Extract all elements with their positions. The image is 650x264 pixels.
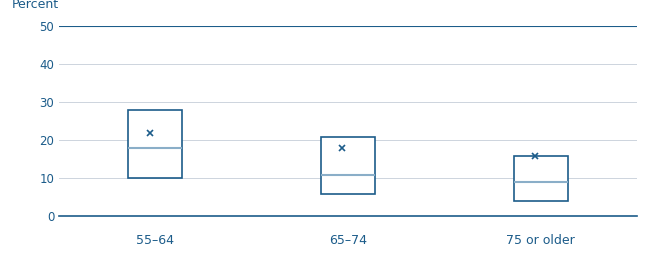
Bar bbox=[128, 110, 182, 178]
Text: 65–74: 65–74 bbox=[329, 234, 367, 247]
Bar bbox=[514, 156, 567, 201]
Text: 55–64: 55–64 bbox=[136, 234, 174, 247]
Text: 75 or older: 75 or older bbox=[506, 234, 575, 247]
Text: Percent: Percent bbox=[12, 0, 59, 11]
Bar bbox=[320, 137, 375, 194]
